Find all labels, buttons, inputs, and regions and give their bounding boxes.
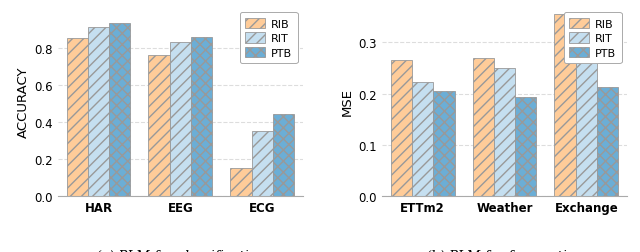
Bar	[148, 56, 170, 197]
Bar	[472, 59, 494, 197]
Bar	[494, 69, 515, 197]
Bar	[433, 92, 454, 197]
Bar	[88, 28, 109, 197]
Bar	[109, 24, 131, 197]
Bar	[575, 46, 597, 197]
Bar	[412, 83, 433, 197]
Bar	[515, 98, 536, 197]
Bar	[252, 132, 273, 197]
Bar	[67, 39, 88, 197]
Legend: RIB, RIT, PTB: RIB, RIT, PTB	[564, 13, 621, 64]
Y-axis label: ACCURACY: ACCURACY	[17, 67, 30, 138]
Bar	[170, 43, 191, 197]
Text: (b) PLM for forecasting: (b) PLM for forecasting	[426, 249, 583, 252]
Bar	[390, 61, 412, 197]
Text: (a) PLM for classification: (a) PLM for classification	[96, 249, 265, 252]
Bar	[554, 15, 575, 197]
Bar	[273, 115, 294, 197]
Y-axis label: MSE: MSE	[341, 88, 354, 116]
Bar	[597, 88, 618, 197]
Bar	[191, 38, 212, 197]
Bar	[230, 169, 252, 197]
Legend: RIB, RIT, PTB: RIB, RIT, PTB	[240, 13, 298, 64]
